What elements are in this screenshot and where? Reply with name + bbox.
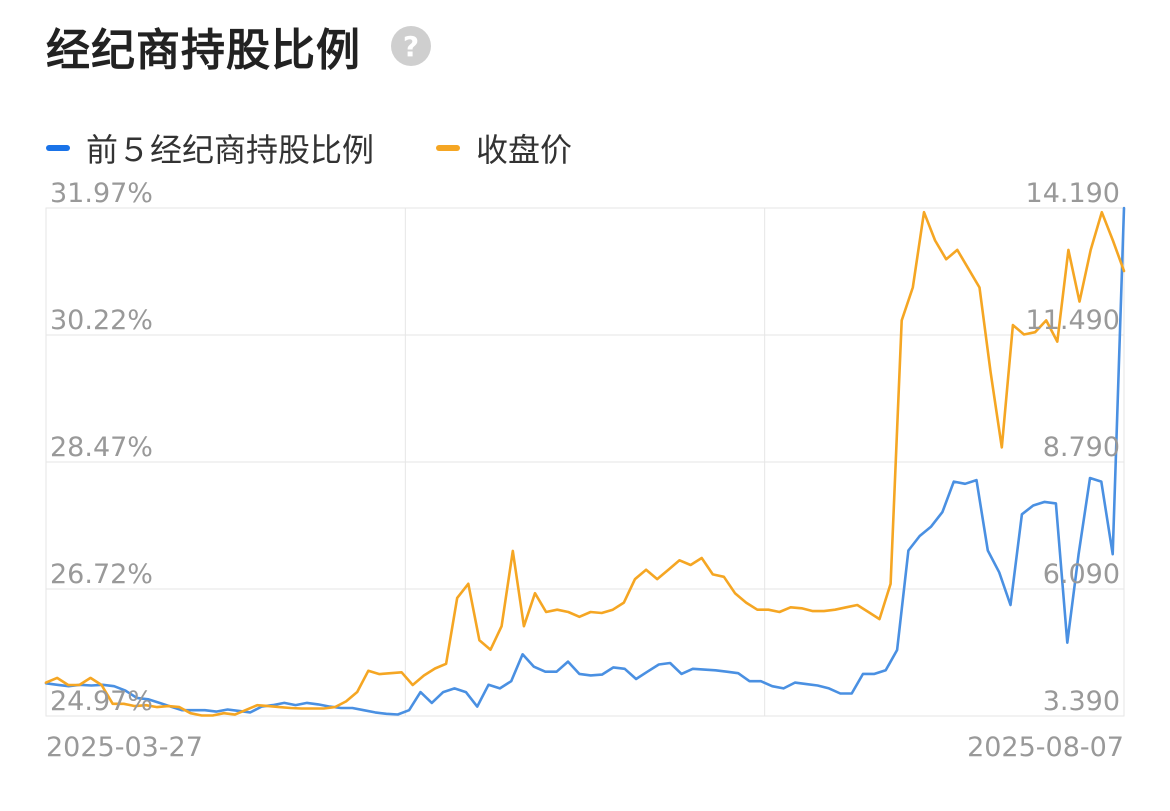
chart-legend: 前５经纪商持股比例 收盘价	[46, 124, 634, 172]
legend-label-broker-share: 前５经纪商持股比例	[86, 131, 375, 169]
y-right-tick-label: 14.190	[1026, 178, 1120, 209]
legend-swatch-broker-share	[46, 145, 70, 151]
legend-item-broker-share[interactable]: 前５经纪商持股比例	[46, 125, 374, 171]
question-circle-icon[interactable]: ?	[391, 26, 431, 66]
y-left-tick-label: 31.97%	[50, 178, 153, 209]
legend-item-close-price[interactable]: 收盘价	[436, 125, 572, 171]
x-axis-end-label: 2025-08-07	[967, 732, 1124, 763]
legend-label-close-price: 收盘价	[476, 131, 573, 169]
y-right-tick-label: 3.390	[1043, 686, 1120, 717]
chart-series	[44, 206, 1126, 717]
legend-swatch-close-price	[436, 145, 461, 151]
y-left-tick-label: 26.72%	[50, 559, 153, 590]
y-right-tick-label: 8.790	[1043, 432, 1120, 463]
series-line-close-price	[44, 210, 1126, 717]
chart-grid	[45, 207, 1125, 717]
y-left-tick-label: 24.97%	[50, 686, 153, 717]
chart-title: 经纪商持股比例	[46, 25, 361, 76]
y-right-tick-label: 11.490	[1026, 305, 1120, 336]
x-axis-start-label: 2025-03-27	[46, 732, 203, 763]
chart-axis-labels: 24.97% 26.72% 28.47% 30.22% 31.97% 3.390 6.090…	[46, 178, 1124, 763]
y-right-tick-label: 6.090	[1043, 559, 1120, 590]
chart-header: 经纪商持股比例 ?	[46, 14, 431, 78]
y-left-tick-label: 28.47%	[50, 432, 153, 463]
series-line-broker-share	[44, 206, 1126, 716]
y-left-tick-label: 30.22%	[50, 305, 153, 336]
